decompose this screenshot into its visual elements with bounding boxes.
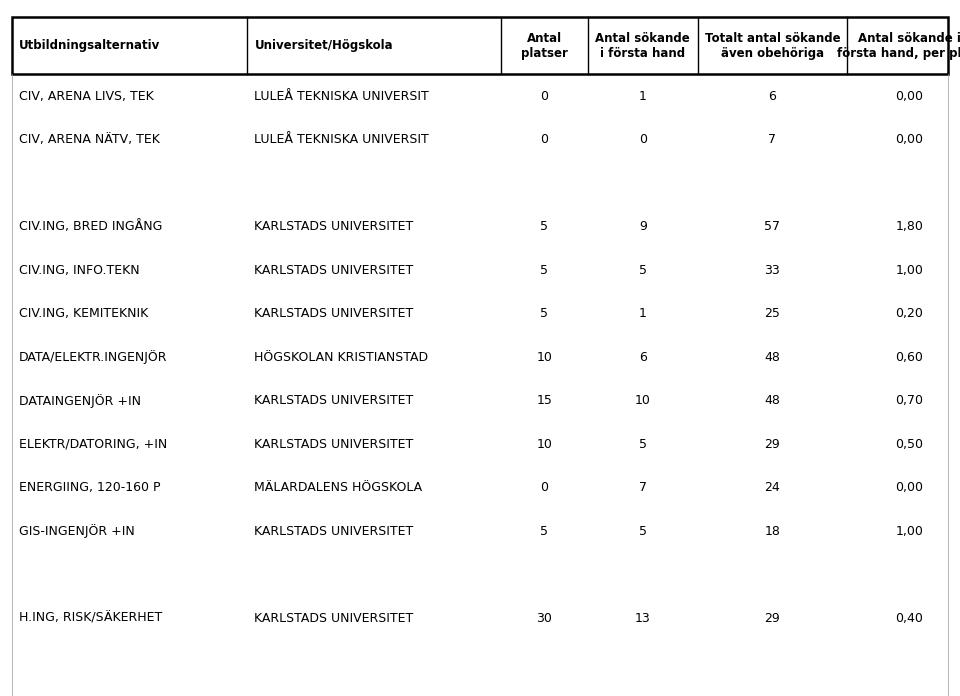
Text: KARLSTADS UNIVERSITET: KARLSTADS UNIVERSITET xyxy=(254,612,414,625)
Text: 0,40: 0,40 xyxy=(895,612,924,625)
Text: 6: 6 xyxy=(768,90,777,103)
Text: CIV, ARENA LIVS, TEK: CIV, ARENA LIVS, TEK xyxy=(19,90,154,103)
Text: 5: 5 xyxy=(638,525,647,538)
Text: 0: 0 xyxy=(540,481,548,494)
Text: 5: 5 xyxy=(540,264,548,277)
Text: Universitet/Högskola: Universitet/Högskola xyxy=(254,40,393,52)
Text: 0,00: 0,00 xyxy=(895,90,924,103)
Bar xyxy=(12,17,948,74)
Text: LULEÅ TEKNISKA UNIVERSIT: LULEÅ TEKNISKA UNIVERSIT xyxy=(254,133,429,146)
Text: HÖGSKOLAN KRISTIANSTAD: HÖGSKOLAN KRISTIANSTAD xyxy=(254,351,428,364)
Text: Utbildningsalternativ: Utbildningsalternativ xyxy=(19,40,160,52)
Text: 0: 0 xyxy=(540,90,548,103)
Text: 30: 30 xyxy=(537,612,552,625)
Text: DATAINGENJÖR +IN: DATAINGENJÖR +IN xyxy=(19,394,141,408)
Text: CIV, ARENA NÄTV, TEK: CIV, ARENA NÄTV, TEK xyxy=(19,133,160,146)
Text: KARLSTADS UNIVERSITET: KARLSTADS UNIVERSITET xyxy=(254,438,414,451)
Text: 10: 10 xyxy=(537,351,552,364)
Text: Totalt antal sökande
även obehöriga: Totalt antal sökande även obehöriga xyxy=(705,32,840,60)
Text: 0,20: 0,20 xyxy=(895,307,924,320)
Text: 0: 0 xyxy=(540,133,548,146)
Text: KARLSTADS UNIVERSITET: KARLSTADS UNIVERSITET xyxy=(254,220,414,233)
Text: 24: 24 xyxy=(764,481,780,494)
Text: 1,00: 1,00 xyxy=(895,525,924,538)
Text: KARLSTADS UNIVERSITET: KARLSTADS UNIVERSITET xyxy=(254,394,414,407)
Text: 33: 33 xyxy=(764,264,780,277)
Text: Antal
platser: Antal platser xyxy=(521,32,567,60)
Text: 0,00: 0,00 xyxy=(895,481,924,494)
Text: 1: 1 xyxy=(638,307,647,320)
Text: 0,60: 0,60 xyxy=(895,351,924,364)
Text: 0,50: 0,50 xyxy=(895,438,924,451)
Text: 1,80: 1,80 xyxy=(895,220,924,233)
Text: 18: 18 xyxy=(764,525,780,538)
Text: 29: 29 xyxy=(764,612,780,625)
Text: MÄLARDALENS HÖGSKOLA: MÄLARDALENS HÖGSKOLA xyxy=(254,481,422,494)
Text: 48: 48 xyxy=(764,394,780,407)
Text: 0: 0 xyxy=(638,133,647,146)
Text: 48: 48 xyxy=(764,351,780,364)
Text: 29: 29 xyxy=(764,438,780,451)
Text: CIV.ING, BRED INGÅNG: CIV.ING, BRED INGÅNG xyxy=(19,220,162,233)
Text: KARLSTADS UNIVERSITET: KARLSTADS UNIVERSITET xyxy=(254,307,414,320)
Text: 5: 5 xyxy=(540,307,548,320)
Text: 0,00: 0,00 xyxy=(895,133,924,146)
Text: 10: 10 xyxy=(537,438,552,451)
Text: DATA/ELEKTR.INGENJÖR: DATA/ELEKTR.INGENJÖR xyxy=(19,350,168,364)
Text: ENERGIING, 120-160 P: ENERGIING, 120-160 P xyxy=(19,481,160,494)
Text: 15: 15 xyxy=(537,394,552,407)
Text: 6: 6 xyxy=(638,351,647,364)
Text: Antal sökande i
första hand, per plats: Antal sökande i första hand, per plats xyxy=(836,32,960,60)
Text: 9: 9 xyxy=(638,220,647,233)
Text: ELEKTR/DATORING, +IN: ELEKTR/DATORING, +IN xyxy=(19,438,167,451)
Text: KARLSTADS UNIVERSITET: KARLSTADS UNIVERSITET xyxy=(254,525,414,538)
Text: 1: 1 xyxy=(638,90,647,103)
Text: 10: 10 xyxy=(635,394,651,407)
Text: 7: 7 xyxy=(638,481,647,494)
Text: 5: 5 xyxy=(540,220,548,233)
Text: LULEÅ TEKNISKA UNIVERSIT: LULEÅ TEKNISKA UNIVERSIT xyxy=(254,90,429,103)
Text: Antal sökande
i första hand: Antal sökande i första hand xyxy=(595,32,690,60)
Text: GIS-INGENJÖR +IN: GIS-INGENJÖR +IN xyxy=(19,524,135,538)
Text: 25: 25 xyxy=(764,307,780,320)
Text: CIV.ING, INFO.TEKN: CIV.ING, INFO.TEKN xyxy=(19,264,140,277)
Text: CIV.ING, KEMITEKNIK: CIV.ING, KEMITEKNIK xyxy=(19,307,149,320)
Text: 5: 5 xyxy=(638,438,647,451)
Text: 0,70: 0,70 xyxy=(895,394,924,407)
Text: 1,00: 1,00 xyxy=(895,264,924,277)
Text: 57: 57 xyxy=(764,220,780,233)
Text: H.ING, RISK/SÄKERHET: H.ING, RISK/SÄKERHET xyxy=(19,612,162,625)
Text: 5: 5 xyxy=(638,264,647,277)
Text: KARLSTADS UNIVERSITET: KARLSTADS UNIVERSITET xyxy=(254,264,414,277)
Text: 7: 7 xyxy=(768,133,777,146)
Text: 5: 5 xyxy=(540,525,548,538)
Text: 13: 13 xyxy=(635,612,651,625)
